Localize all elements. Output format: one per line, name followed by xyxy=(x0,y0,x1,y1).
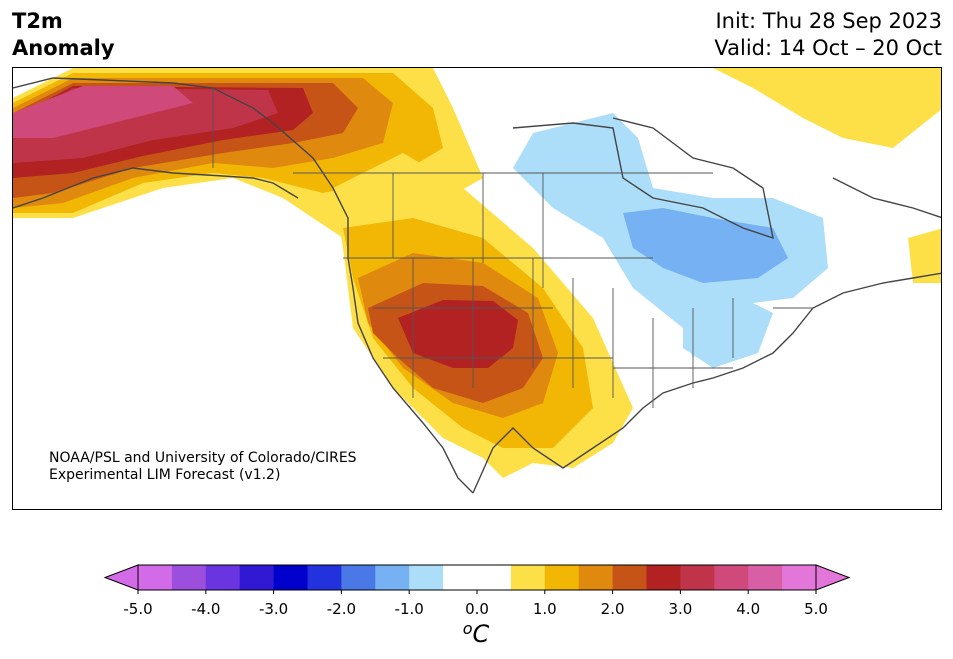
colorbar-extend-high xyxy=(815,564,851,591)
colorbar-cell xyxy=(273,565,308,590)
colorbar-cell xyxy=(680,565,715,590)
colorbar-cell xyxy=(307,565,342,590)
colorbar-cell xyxy=(510,565,546,590)
colorbar-cell xyxy=(171,565,207,590)
colorbar-tick-label: 1.0 xyxy=(533,600,557,618)
colorbar-cell xyxy=(578,565,614,590)
colorbar-cell xyxy=(477,565,512,590)
credit-line-1: NOAA/PSL and University of Colorado/CIRE… xyxy=(49,450,357,466)
colorbar-tick-label: -2.0 xyxy=(327,600,356,618)
init-date: Init: Thu 28 Sep 2023 xyxy=(715,9,942,33)
alaska-pos-40 xyxy=(13,86,193,138)
colorbar-tick-label: -1.0 xyxy=(395,600,424,618)
map-svg xyxy=(13,68,941,494)
credit-line-2: Experimental LIM Forecast (v1.2) xyxy=(49,467,281,483)
colorbar-cell xyxy=(544,565,580,590)
colorbar-svg: -5.0 -4.0 -3.0 -2.0 -1.0 0.0 1.0 2.0 3.0 4.0 5.0 o… xyxy=(103,564,851,648)
credit-text: NOAA/PSL and University of Colorado/CIRE… xyxy=(49,450,357,484)
colorbar-cell xyxy=(748,565,783,590)
valid-date: Valid: 14 Oct – 20 Oct xyxy=(714,36,942,60)
colorbar-tick-label: 2.0 xyxy=(601,600,625,618)
colorbar: -5.0 -4.0 -3.0 -2.0 -1.0 0.0 1.0 2.0 3.0 4.0 5.0 o… xyxy=(0,560,953,650)
colorbar-tick-label: -4.0 xyxy=(191,600,220,618)
colorbar-cell xyxy=(205,565,241,590)
greenland-pos-05 xyxy=(713,68,941,148)
colorbar-cells xyxy=(103,564,851,591)
west-pos-25 xyxy=(398,300,518,368)
colorbar-extend-low xyxy=(103,564,139,591)
colorbar-cell xyxy=(341,565,376,590)
colorbar-unit: oC xyxy=(463,619,490,648)
forecast-dates: Init: Thu 28 Sep 2023 Valid: 14 Oct – 20… xyxy=(714,8,942,62)
colorbar-ticks: -5.0 -4.0 -3.0 -2.0 -1.0 0.0 1.0 2.0 3.0 4.0 5.0 xyxy=(123,590,828,618)
map-title: T2m Anomaly xyxy=(12,9,115,60)
colorbar-cell xyxy=(714,565,749,590)
colorbar-cell xyxy=(138,565,173,590)
colorbar-tick-label: 3.0 xyxy=(668,600,692,618)
colorbar-tick-label: 0.0 xyxy=(465,600,489,618)
borders xyxy=(212,88,813,408)
colorbar-cell xyxy=(239,565,275,590)
colorbar-cell xyxy=(646,565,681,590)
ohio-neg-05 xyxy=(683,293,773,368)
anomaly-map xyxy=(12,67,942,510)
colorbar-tick-label: 5.0 xyxy=(804,600,828,618)
colorbar-tick-label: -3.0 xyxy=(259,600,288,618)
colorbar-cell xyxy=(375,565,410,590)
greatlakes-neg-10 xyxy=(623,208,788,283)
colorbar-tick-label: 4.0 xyxy=(736,600,760,618)
colorbar-cell xyxy=(782,565,817,590)
colorbar-cell xyxy=(612,565,647,590)
colorbar-cell xyxy=(409,565,444,590)
labrador-pos-05 xyxy=(908,228,941,283)
colorbar-cell xyxy=(443,565,478,590)
colorbar-tick-label: -5.0 xyxy=(123,600,152,618)
